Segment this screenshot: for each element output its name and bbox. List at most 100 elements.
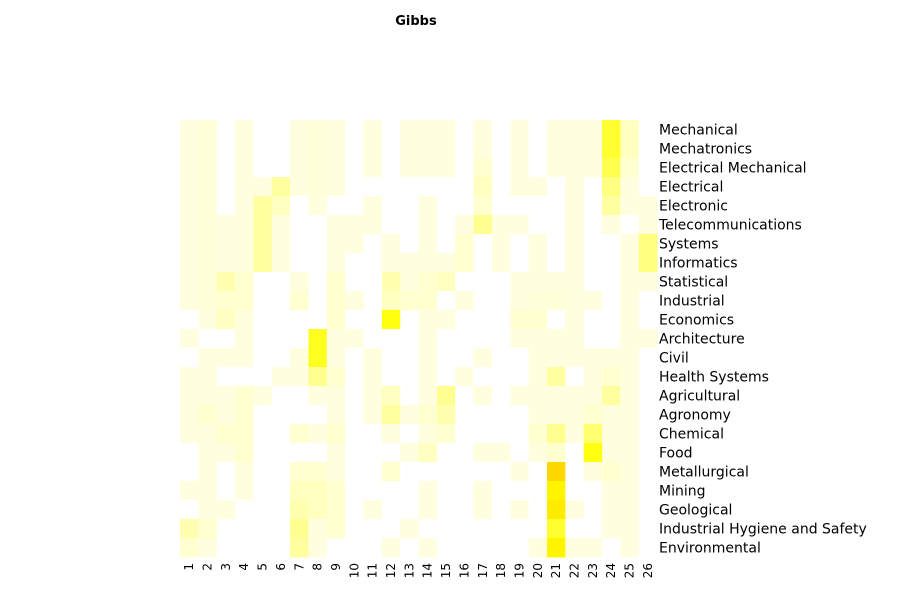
- row-label: Economics: [659, 313, 734, 329]
- heatmap-cell: [271, 310, 291, 330]
- heatmap-cell: [436, 424, 456, 444]
- heatmap-cell: [345, 462, 364, 482]
- heatmap-cell: [547, 424, 566, 444]
- heatmap-cell: [308, 462, 328, 482]
- heatmap-cell: [326, 177, 346, 197]
- heatmap-cell: [455, 519, 474, 539]
- heatmap-cell: [363, 310, 383, 330]
- heatmap-cell: [363, 272, 383, 292]
- column-label: 21: [549, 563, 563, 578]
- heatmap-cell: [418, 139, 438, 159]
- row-label: Food: [659, 446, 693, 462]
- heatmap-cell: [491, 500, 511, 520]
- heatmap-cell: [345, 481, 364, 501]
- heatmap-cell: [473, 348, 493, 368]
- heatmap-cell: [455, 329, 474, 349]
- heatmap-cell: [235, 386, 254, 406]
- heatmap-cell: [180, 196, 199, 216]
- heatmap-cell: [473, 405, 493, 425]
- heatmap-cell: [602, 386, 621, 406]
- heatmap-cell: [528, 253, 548, 273]
- heatmap-cell: [235, 272, 254, 292]
- row-label: Architecture: [659, 332, 745, 348]
- heatmap-cell: [326, 272, 346, 292]
- heatmap-cell: [455, 120, 474, 140]
- heatmap-cell: [547, 234, 566, 254]
- heatmap-cell: [583, 177, 603, 197]
- heatmap-cell: [216, 139, 236, 159]
- heatmap-cell: [491, 348, 511, 368]
- heatmap-cell: [400, 481, 419, 501]
- heatmap-cell: [308, 405, 328, 425]
- heatmap-cell: [216, 481, 236, 501]
- heatmap-cell: [638, 367, 658, 387]
- heatmap-cell: [400, 253, 419, 273]
- heatmap-cell: [602, 519, 621, 539]
- heatmap-cell: [381, 367, 401, 387]
- heatmap-cell: [638, 253, 658, 273]
- heatmap-cell: [271, 367, 291, 387]
- heatmap-cell: [455, 139, 474, 159]
- heatmap-cell: [547, 291, 566, 311]
- heatmap-cell: [400, 462, 419, 482]
- heatmap-cell: [308, 272, 328, 292]
- heatmap-cell: [547, 538, 566, 558]
- heatmap-cell: [326, 120, 346, 140]
- heatmap-cell: [528, 234, 548, 254]
- heatmap-cell: [638, 481, 658, 501]
- heatmap-cell: [271, 177, 291, 197]
- heatmap-cell: [326, 405, 346, 425]
- heatmap-cell: [491, 158, 511, 178]
- heatmap-cell: [216, 367, 236, 387]
- heatmap-cell: [400, 500, 419, 520]
- heatmap-cell: [436, 462, 456, 482]
- column-label: 13: [402, 563, 416, 578]
- heatmap-cell: [363, 462, 383, 482]
- heatmap-cell: [308, 386, 328, 406]
- heatmap-cell: [381, 196, 401, 216]
- heatmap-cell: [528, 538, 548, 558]
- heatmap-cell: [198, 405, 218, 425]
- heatmap-cell: [638, 424, 658, 444]
- row-label: Mechanical: [659, 123, 738, 139]
- heatmap-cell: [547, 386, 566, 406]
- heatmap-cell: [602, 177, 621, 197]
- heatmap-cell: [528, 120, 548, 140]
- heatmap-cell: [418, 310, 438, 330]
- heatmap-cell: [253, 272, 273, 292]
- heatmap-cell: [363, 538, 383, 558]
- heatmap-cell: [235, 405, 254, 425]
- heatmap-cell: [326, 367, 346, 387]
- heatmap-cell: [473, 386, 493, 406]
- row-label: Metallurgical: [659, 465, 749, 481]
- heatmap-cell: [418, 120, 438, 140]
- heatmap-cell: [602, 291, 621, 311]
- heatmap-cell: [510, 424, 530, 444]
- heatmap-cell: [290, 120, 309, 140]
- heatmap-cell: [638, 405, 658, 425]
- heatmap-cell: [583, 481, 603, 501]
- heatmap-cell: [436, 177, 456, 197]
- heatmap-cell: [418, 177, 438, 197]
- column-label: 1: [182, 563, 196, 571]
- heatmap-cell: [565, 367, 585, 387]
- heatmap-cell: [363, 348, 383, 368]
- heatmap-cell: [290, 462, 309, 482]
- row-label: Agricultural: [659, 389, 740, 405]
- heatmap-cell: [271, 139, 291, 159]
- heatmap-cell: [473, 177, 493, 197]
- heatmap-cell: [436, 348, 456, 368]
- heatmap-cell: [547, 272, 566, 292]
- heatmap-cell: [180, 215, 199, 235]
- heatmap-cell: [326, 253, 346, 273]
- heatmap-cell: [491, 329, 511, 349]
- column-label: 8: [311, 563, 325, 571]
- heatmap-cell: [308, 443, 328, 463]
- heatmap-cell: [381, 462, 401, 482]
- heatmap-cell: [235, 253, 254, 273]
- heatmap-cell: [271, 462, 291, 482]
- heatmap-cell: [216, 234, 236, 254]
- heatmap-cell: [400, 386, 419, 406]
- heatmap-cell: [565, 291, 585, 311]
- heatmap-cell: [363, 329, 383, 349]
